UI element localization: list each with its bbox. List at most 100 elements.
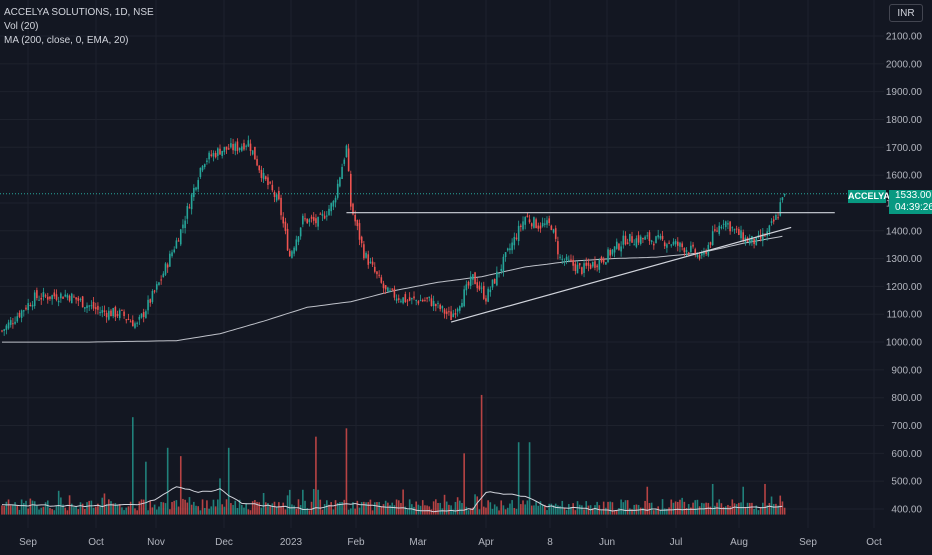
- volume-bar: [762, 502, 764, 515]
- candle-body: [687, 252, 690, 254]
- candle-body: [315, 218, 317, 224]
- volume-bar: [413, 506, 415, 515]
- volume-bar: [738, 502, 740, 515]
- candle-body: [635, 238, 638, 247]
- candle-body: [720, 226, 723, 229]
- candle-body: [718, 225, 721, 234]
- volume-bar: [201, 499, 204, 515]
- candle-body: [520, 225, 522, 227]
- candle-body: [20, 310, 23, 318]
- ma-indicator-label[interactable]: MA (200, close, 0, EMA, 20): [4, 35, 129, 46]
- volume-bar: [631, 509, 633, 515]
- candle-body: [354, 214, 356, 222]
- candle-body: [563, 260, 566, 262]
- drawn-trendlines[interactable]: [0, 193, 884, 323]
- candle-body: [186, 206, 189, 219]
- volume-bar: [136, 510, 138, 515]
- candle-body: [485, 298, 487, 302]
- candle-body: [391, 288, 394, 290]
- candle-body: [639, 236, 642, 244]
- volume-bar: [227, 447, 230, 515]
- volume-bar: [454, 501, 457, 515]
- candle-body: [101, 310, 104, 313]
- volume-bar: [112, 503, 114, 515]
- volume-ma-line: [1, 486, 783, 513]
- candle-body: [258, 165, 261, 171]
- candle-body: [748, 238, 751, 244]
- candle-body: [7, 322, 10, 329]
- candle-body: [247, 140, 250, 147]
- volume-bar: [766, 505, 768, 515]
- volume-bar: [234, 500, 237, 515]
- volume-bar: [724, 506, 727, 515]
- volume-bar: [46, 500, 49, 515]
- candle-body: [138, 316, 141, 320]
- volume-bar: [528, 442, 531, 515]
- candle-body: [714, 229, 716, 231]
- candle-body: [578, 263, 581, 266]
- volume-bar: [779, 495, 782, 515]
- volume-bar: [526, 500, 529, 515]
- candle-body: [3, 329, 5, 331]
- volume-bar: [195, 505, 197, 515]
- candle-body: [629, 233, 631, 242]
- candle-body: [515, 237, 518, 239]
- price-axis[interactable]: 2100.00 2000.00 1900.00 1800.00 1700.00 1600.…: [886, 32, 923, 516]
- volume-bar: [121, 507, 123, 515]
- time-axis[interactable]: Sep Oct Nov Dec 2023 Feb Mar Apr 8 Jun Jul Aug Sep Oc…: [19, 537, 882, 548]
- volume-bar: [539, 501, 542, 515]
- candle-body: [70, 293, 73, 304]
- last-price-label: 1533.00 04:39:26: [889, 190, 932, 214]
- volume-bar: [3, 505, 5, 515]
- volume-bar: [138, 501, 141, 515]
- candle-body: [136, 322, 138, 324]
- volume-bar: [672, 502, 675, 515]
- volume-bar: [306, 508, 308, 515]
- candle-body: [16, 316, 19, 322]
- candle-body: [620, 246, 622, 252]
- candle-body: [88, 305, 90, 307]
- candle-body: [622, 235, 625, 245]
- candle-body: [548, 218, 550, 223]
- volume-bar: [504, 509, 507, 515]
- volume-bar: [123, 510, 125, 515]
- volume-bar: [642, 507, 644, 515]
- volume-bar: [238, 499, 241, 515]
- volume-bar: [430, 509, 433, 515]
- currency-button[interactable]: INR: [889, 4, 923, 22]
- candle-body: [190, 194, 193, 210]
- volume-bar: [437, 502, 439, 515]
- symbol-title[interactable]: ACCELYA SOLUTIONS, 1D, NSE: [4, 7, 154, 18]
- price-tick-label: 1900.00: [886, 87, 923, 98]
- candle-body: [537, 225, 540, 229]
- candle-body: [18, 312, 21, 317]
- volume-bar: [493, 504, 496, 515]
- volume-indicator-label[interactable]: Vol (20): [4, 21, 39, 32]
- volume-bar: [132, 417, 134, 515]
- volume-bar: [432, 501, 435, 515]
- volume-bar: [496, 506, 498, 515]
- candle-body: [323, 215, 326, 219]
- volume-bar: [110, 501, 112, 515]
- candle-body: [598, 259, 601, 270]
- volume-bar: [193, 501, 195, 515]
- candle-body: [524, 217, 526, 225]
- volume-bar: [474, 494, 476, 515]
- time-tick-label: Apr: [478, 537, 494, 548]
- candle-body: [356, 220, 359, 227]
- candle-body: [445, 311, 448, 314]
- volume-bar: [5, 501, 8, 515]
- candle-body: [703, 251, 705, 255]
- volume-bar: [169, 509, 171, 515]
- candle-body: [234, 143, 237, 151]
- volume-bar: [557, 505, 559, 515]
- volume-bar: [94, 506, 97, 515]
- volume-bar: [260, 507, 263, 515]
- candle-body: [637, 235, 640, 243]
- volume-bar: [363, 501, 365, 515]
- candle-body: [513, 236, 516, 246]
- volume-bar: [84, 508, 86, 515]
- volume-bar: [679, 499, 681, 515]
